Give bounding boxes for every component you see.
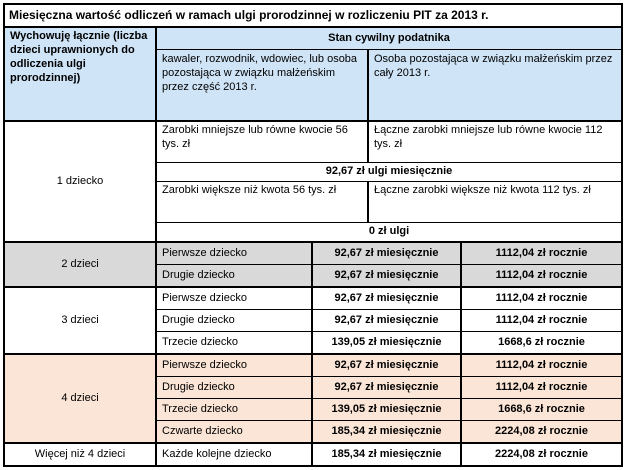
table-title: Miesięczna wartość odliczeń w ramach ulg…	[3, 3, 623, 28]
child-name-cell: Drugie dziecko	[155, 264, 313, 288]
monthly-amount-cell: 92,67 zł miesięcznie	[311, 264, 462, 288]
header-single-status: kawaler, rozwodnik, wdowiec, lub osoba p…	[155, 49, 369, 122]
section-label-more-than-4: Więcej niż 4 dzieci	[3, 442, 157, 467]
monthly-amount-cell: 92,67 zł miesięcznie	[311, 309, 462, 332]
child-name-cell: Każde kolejne dziecko	[155, 442, 313, 467]
tax-relief-table: Miesięczna wartość odliczeń w ramach ulg…	[3, 3, 623, 467]
monthly-amount-cell: 139,05 zł miesięcznie	[311, 398, 462, 421]
child-name-cell: Trzecie dziecko	[155, 331, 313, 355]
yearly-amount-cell: 1112,04 zł rocznie	[460, 309, 623, 332]
yearly-amount-cell: 1112,04 zł rocznie	[460, 353, 623, 377]
earnings-high-single-cell: Zarobki większe niż kwota 56 tys. zł	[155, 181, 369, 223]
section-label-3-children: 3 dzieci	[3, 286, 157, 355]
header-marital-status: Stan cywilny podatnika	[155, 26, 623, 50]
child-name-cell: Pierwsze dziecko	[155, 286, 313, 310]
earnings-low-single-cell: Zarobki mniejsze lub równe kwocie 56 tys…	[155, 120, 369, 163]
yearly-amount-cell: 1112,04 zł rocznie	[460, 241, 623, 265]
monthly-amount-cell: 139,05 zł miesięcznie	[311, 331, 462, 355]
child-name-cell: Drugie dziecko	[155, 376, 313, 399]
yearly-amount-cell: 1112,04 zł rocznie	[460, 376, 623, 399]
monthly-amount-cell: 185,34 zł miesięcznie	[311, 420, 462, 444]
section-label-2-children: 2 dzieci	[3, 241, 157, 288]
header-children-count: Wychowuję łącznie (liczba dzieci uprawni…	[3, 26, 157, 122]
section-label-1-child: 1 dziecko	[3, 120, 157, 243]
header-married-status: Osoba pozostająca w związku małżeńskim p…	[367, 49, 623, 122]
child-name-cell: Trzecie dziecko	[155, 398, 313, 421]
yearly-amount-cell: 2224,08 zł rocznie	[460, 442, 623, 467]
monthly-amount-cell: 185,34 zł miesięcznie	[311, 442, 462, 467]
child-name-cell: Pierwsze dziecko	[155, 353, 313, 377]
yearly-amount-cell: 2224,08 zł rocznie	[460, 420, 623, 444]
child-name-cell: Czwarte dziecko	[155, 420, 313, 444]
yearly-amount-cell: 1668,6 zł rocznie	[460, 331, 623, 355]
monthly-amount-cell: 92,67 zł miesięcznie	[311, 286, 462, 310]
monthly-amount-cell: 92,67 zł miesięcznie	[311, 353, 462, 377]
child-name-cell: Drugie dziecko	[155, 309, 313, 332]
yearly-amount-cell: 1668,6 zł rocznie	[460, 398, 623, 421]
relief-low-cell: 92,67 zł ulgi miesięcznie	[155, 162, 623, 182]
earnings-high-married-cell: Łączne zarobki większe niż kwota 112 tys…	[367, 181, 623, 223]
section-label-4-children: 4 dzieci	[3, 353, 157, 444]
child-name-cell: Pierwsze dziecko	[155, 241, 313, 265]
earnings-low-married-cell: Łączne zarobki mniejsze lub równe kwocie…	[367, 120, 623, 163]
relief-high-cell: 0 zł ulgi	[155, 222, 623, 243]
monthly-amount-cell: 92,67 zł miesięcznie	[311, 376, 462, 399]
monthly-amount-cell: 92,67 zł miesięcznie	[311, 241, 462, 265]
yearly-amount-cell: 1112,04 zł rocznie	[460, 264, 623, 288]
yearly-amount-cell: 1112,04 zł rocznie	[460, 286, 623, 310]
